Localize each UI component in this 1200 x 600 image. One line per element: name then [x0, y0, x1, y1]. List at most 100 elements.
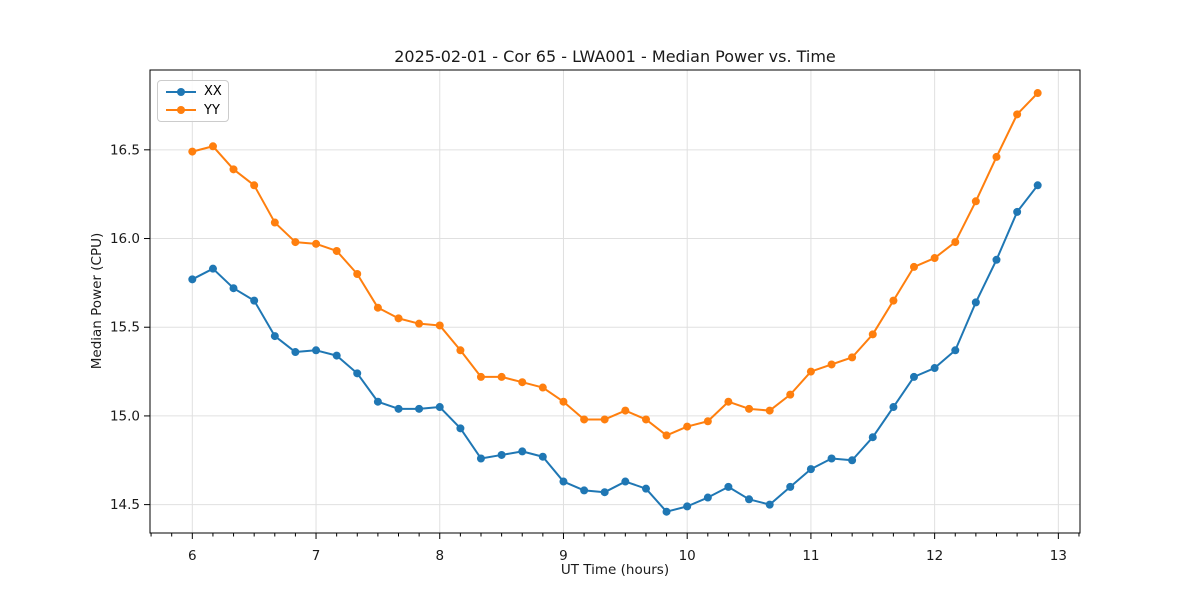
y-tick-label: 15.5 — [110, 320, 140, 336]
data-point-yy — [188, 147, 197, 156]
data-point-yy — [786, 390, 795, 399]
legend-line-marker-icon — [166, 87, 196, 96]
data-point-yy — [724, 397, 733, 406]
y-tick-label: 16.5 — [110, 142, 140, 158]
data-point-yy — [291, 238, 300, 247]
y-axis-label: Median Power (CPU) — [89, 232, 105, 370]
data-point-xx — [415, 404, 424, 413]
x-tick-label: 10 — [679, 548, 696, 564]
data-point-xx — [1033, 181, 1042, 190]
data-point-yy — [538, 383, 547, 392]
data-point-xx — [848, 456, 857, 465]
data-point-yy — [992, 152, 1001, 161]
legend-label-xx: XX — [204, 84, 222, 100]
legend: XX YY — [157, 80, 229, 122]
data-point-xx — [332, 351, 341, 360]
data-point-yy — [1033, 89, 1042, 98]
data-point-yy — [394, 314, 403, 323]
data-point-yy — [312, 239, 321, 248]
data-point-xx — [765, 500, 774, 509]
data-point-yy — [415, 319, 424, 328]
data-point-xx — [621, 477, 630, 486]
data-point-yy — [868, 330, 877, 339]
legend-item-xx: XX — [165, 84, 222, 100]
data-point-yy — [848, 353, 857, 362]
data-point-xx — [786, 482, 795, 491]
x-tick-label: 9 — [559, 548, 568, 564]
data-point-xx — [724, 482, 733, 491]
data-point-yy — [476, 372, 485, 381]
data-point-xx — [703, 493, 712, 502]
data-point-yy — [208, 142, 217, 151]
data-point-xx — [992, 255, 1001, 264]
data-point-xx — [909, 372, 918, 381]
axes-frame — [149, 69, 1081, 534]
y-tick-label: 15.0 — [110, 408, 140, 424]
x-axis-label: UT Time (hours) — [560, 562, 670, 578]
data-point-xx — [662, 507, 671, 516]
data-point-yy — [662, 431, 671, 440]
legend-line-marker-icon — [166, 106, 196, 115]
data-point-xx — [745, 495, 754, 504]
data-point-xx — [270, 332, 279, 341]
data-point-yy — [951, 238, 960, 247]
data-point-yy — [909, 262, 918, 271]
data-point-yy — [930, 254, 939, 263]
data-point-yy — [518, 378, 527, 387]
data-point-yy — [971, 197, 980, 206]
y-tick-label: 16.0 — [110, 231, 140, 247]
data-point-yy — [827, 360, 836, 369]
data-point-yy — [250, 181, 259, 190]
data-point-xx — [1013, 207, 1022, 216]
data-point-yy — [270, 218, 279, 227]
data-point-yy — [373, 303, 382, 312]
series-line-yy — [192, 92, 1039, 437]
x-tick-label: 13 — [1050, 548, 1067, 564]
data-point-yy — [435, 321, 444, 330]
data-point-xx — [208, 264, 217, 273]
data-point-yy — [703, 417, 712, 426]
data-point-yy — [641, 415, 650, 424]
data-point-xx — [951, 346, 960, 355]
data-point-xx — [476, 454, 485, 463]
x-tick-label: 6 — [188, 548, 197, 564]
data-point-xx — [250, 296, 259, 305]
data-point-yy — [1013, 110, 1022, 119]
data-point-yy — [456, 346, 465, 355]
data-point-xx — [497, 450, 506, 459]
data-point-xx — [312, 346, 321, 355]
data-point-yy — [353, 270, 362, 279]
data-point-xx — [538, 452, 547, 461]
data-point-xx — [559, 477, 568, 486]
data-point-xx — [435, 403, 444, 412]
data-point-xx — [188, 275, 197, 284]
data-point-yy — [621, 406, 630, 415]
data-point-xx — [229, 284, 238, 293]
data-point-yy — [332, 246, 341, 255]
x-tick-label: 12 — [926, 548, 943, 564]
data-point-yy — [497, 372, 506, 381]
data-point-xx — [641, 484, 650, 493]
x-tick-label: 7 — [312, 548, 321, 564]
data-point-yy — [806, 367, 815, 376]
data-point-xx — [456, 424, 465, 433]
x-tick-label: 11 — [802, 548, 819, 564]
data-point-xx — [806, 465, 815, 474]
data-point-yy — [229, 165, 238, 174]
data-point-yy — [745, 404, 754, 413]
y-tick-label: 14.5 — [110, 497, 140, 513]
data-point-yy — [683, 422, 692, 431]
legend-label-yy: YY — [204, 102, 220, 118]
data-point-xx — [971, 298, 980, 307]
data-point-xx — [889, 403, 898, 412]
data-point-xx — [373, 397, 382, 406]
data-point-xx — [868, 433, 877, 442]
data-point-xx — [580, 486, 589, 495]
x-tick-label: 8 — [435, 548, 444, 564]
data-point-yy — [889, 296, 898, 305]
data-point-xx — [683, 502, 692, 511]
data-point-xx — [394, 404, 403, 413]
data-point-xx — [353, 369, 362, 378]
data-point-yy — [559, 397, 568, 406]
